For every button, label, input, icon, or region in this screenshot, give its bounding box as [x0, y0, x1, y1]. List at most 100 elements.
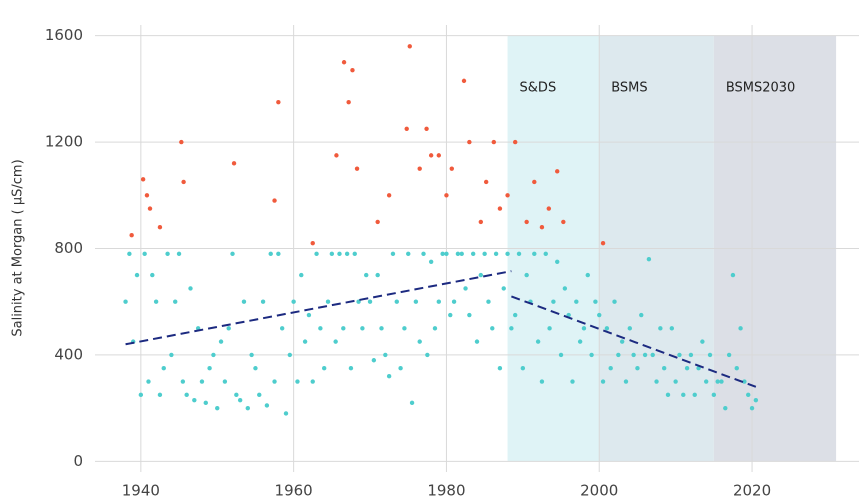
data-point — [140, 177, 146, 182]
data-point — [176, 251, 182, 257]
data-point — [394, 299, 399, 304]
data-point — [310, 240, 315, 246]
data-point — [451, 299, 457, 304]
data-point — [153, 299, 159, 304]
data-point — [661, 366, 667, 371]
x-tick-label: 2000 — [580, 482, 618, 500]
data-point — [669, 326, 675, 331]
data-point — [463, 286, 468, 291]
data-point — [509, 326, 514, 331]
data-point — [407, 44, 412, 49]
data-point — [424, 126, 429, 131]
data-point — [383, 352, 388, 358]
data-point — [211, 352, 216, 358]
x-tick-label: 2020 — [733, 482, 771, 500]
data-point — [461, 78, 467, 84]
data-point — [375, 219, 380, 225]
data-point — [650, 352, 655, 358]
data-point — [738, 326, 743, 331]
data-point — [566, 312, 571, 318]
data-point — [490, 326, 495, 331]
data-point — [449, 166, 454, 171]
y-axis-label: Salinity at Morgan ( µS/cm) — [11, 159, 26, 336]
data-point — [700, 339, 705, 344]
data-point — [561, 219, 566, 225]
data-point — [558, 352, 564, 358]
data-point — [264, 403, 270, 408]
data-point — [581, 326, 587, 331]
data-point — [704, 379, 709, 384]
data-point — [173, 299, 178, 304]
data-point — [318, 326, 323, 331]
data-point — [467, 312, 472, 318]
data-point — [455, 251, 461, 257]
trend-line — [511, 295, 757, 388]
data-point — [379, 326, 384, 331]
data-point — [459, 251, 464, 257]
data-point — [532, 179, 537, 185]
data-point — [314, 251, 319, 257]
data-point — [142, 251, 147, 257]
data-point — [146, 379, 151, 384]
data-point — [329, 251, 335, 257]
data-point — [352, 251, 357, 257]
data-point — [325, 299, 331, 304]
data-point — [425, 352, 430, 358]
data-point — [501, 286, 506, 291]
data-point — [539, 379, 545, 384]
period-label: BSMS2030 — [726, 81, 796, 96]
data-point — [218, 339, 224, 344]
data-point — [245, 405, 250, 411]
data-point — [616, 352, 621, 358]
x-tick-label: 1980 — [427, 482, 465, 500]
data-point — [334, 153, 339, 158]
data-point — [234, 392, 239, 398]
data-point — [287, 352, 293, 358]
data-point — [505, 251, 510, 257]
data-point — [532, 251, 537, 257]
data-point — [474, 339, 480, 344]
data-point — [192, 397, 197, 403]
data-point — [467, 139, 472, 145]
data-point — [654, 379, 659, 384]
data-point — [138, 392, 144, 398]
data-point — [600, 240, 606, 246]
data-point — [491, 139, 497, 145]
data-point — [346, 99, 351, 105]
data-point — [470, 251, 476, 257]
data-point — [524, 272, 529, 278]
data-point — [436, 153, 441, 158]
data-point — [639, 312, 644, 318]
data-point — [483, 179, 489, 185]
data-point — [199, 379, 205, 384]
data-point — [719, 379, 724, 384]
data-point — [753, 397, 759, 403]
data-point — [147, 206, 153, 211]
data-point — [646, 256, 652, 262]
data-point — [398, 366, 403, 371]
data-point — [726, 352, 732, 358]
data-point — [406, 251, 411, 257]
data-point — [551, 299, 556, 304]
data-point — [322, 366, 327, 371]
data-point — [169, 352, 174, 358]
data-point — [364, 272, 369, 278]
data-point — [658, 326, 663, 331]
data-point — [543, 251, 548, 257]
data-point — [673, 379, 678, 384]
data-point — [272, 379, 277, 384]
data-point — [432, 326, 438, 331]
data-point — [184, 392, 189, 398]
data-point — [157, 225, 163, 230]
x-tick-label: 1960 — [275, 482, 313, 500]
data-point — [577, 339, 583, 344]
data-point — [707, 352, 713, 358]
data-point — [375, 272, 380, 278]
data-point — [589, 352, 594, 358]
y-tick-label: 1200 — [45, 133, 83, 151]
data-point — [188, 286, 193, 291]
data-point — [642, 352, 648, 358]
data-point — [241, 299, 247, 304]
data-point — [505, 193, 510, 198]
data-point — [123, 299, 128, 304]
